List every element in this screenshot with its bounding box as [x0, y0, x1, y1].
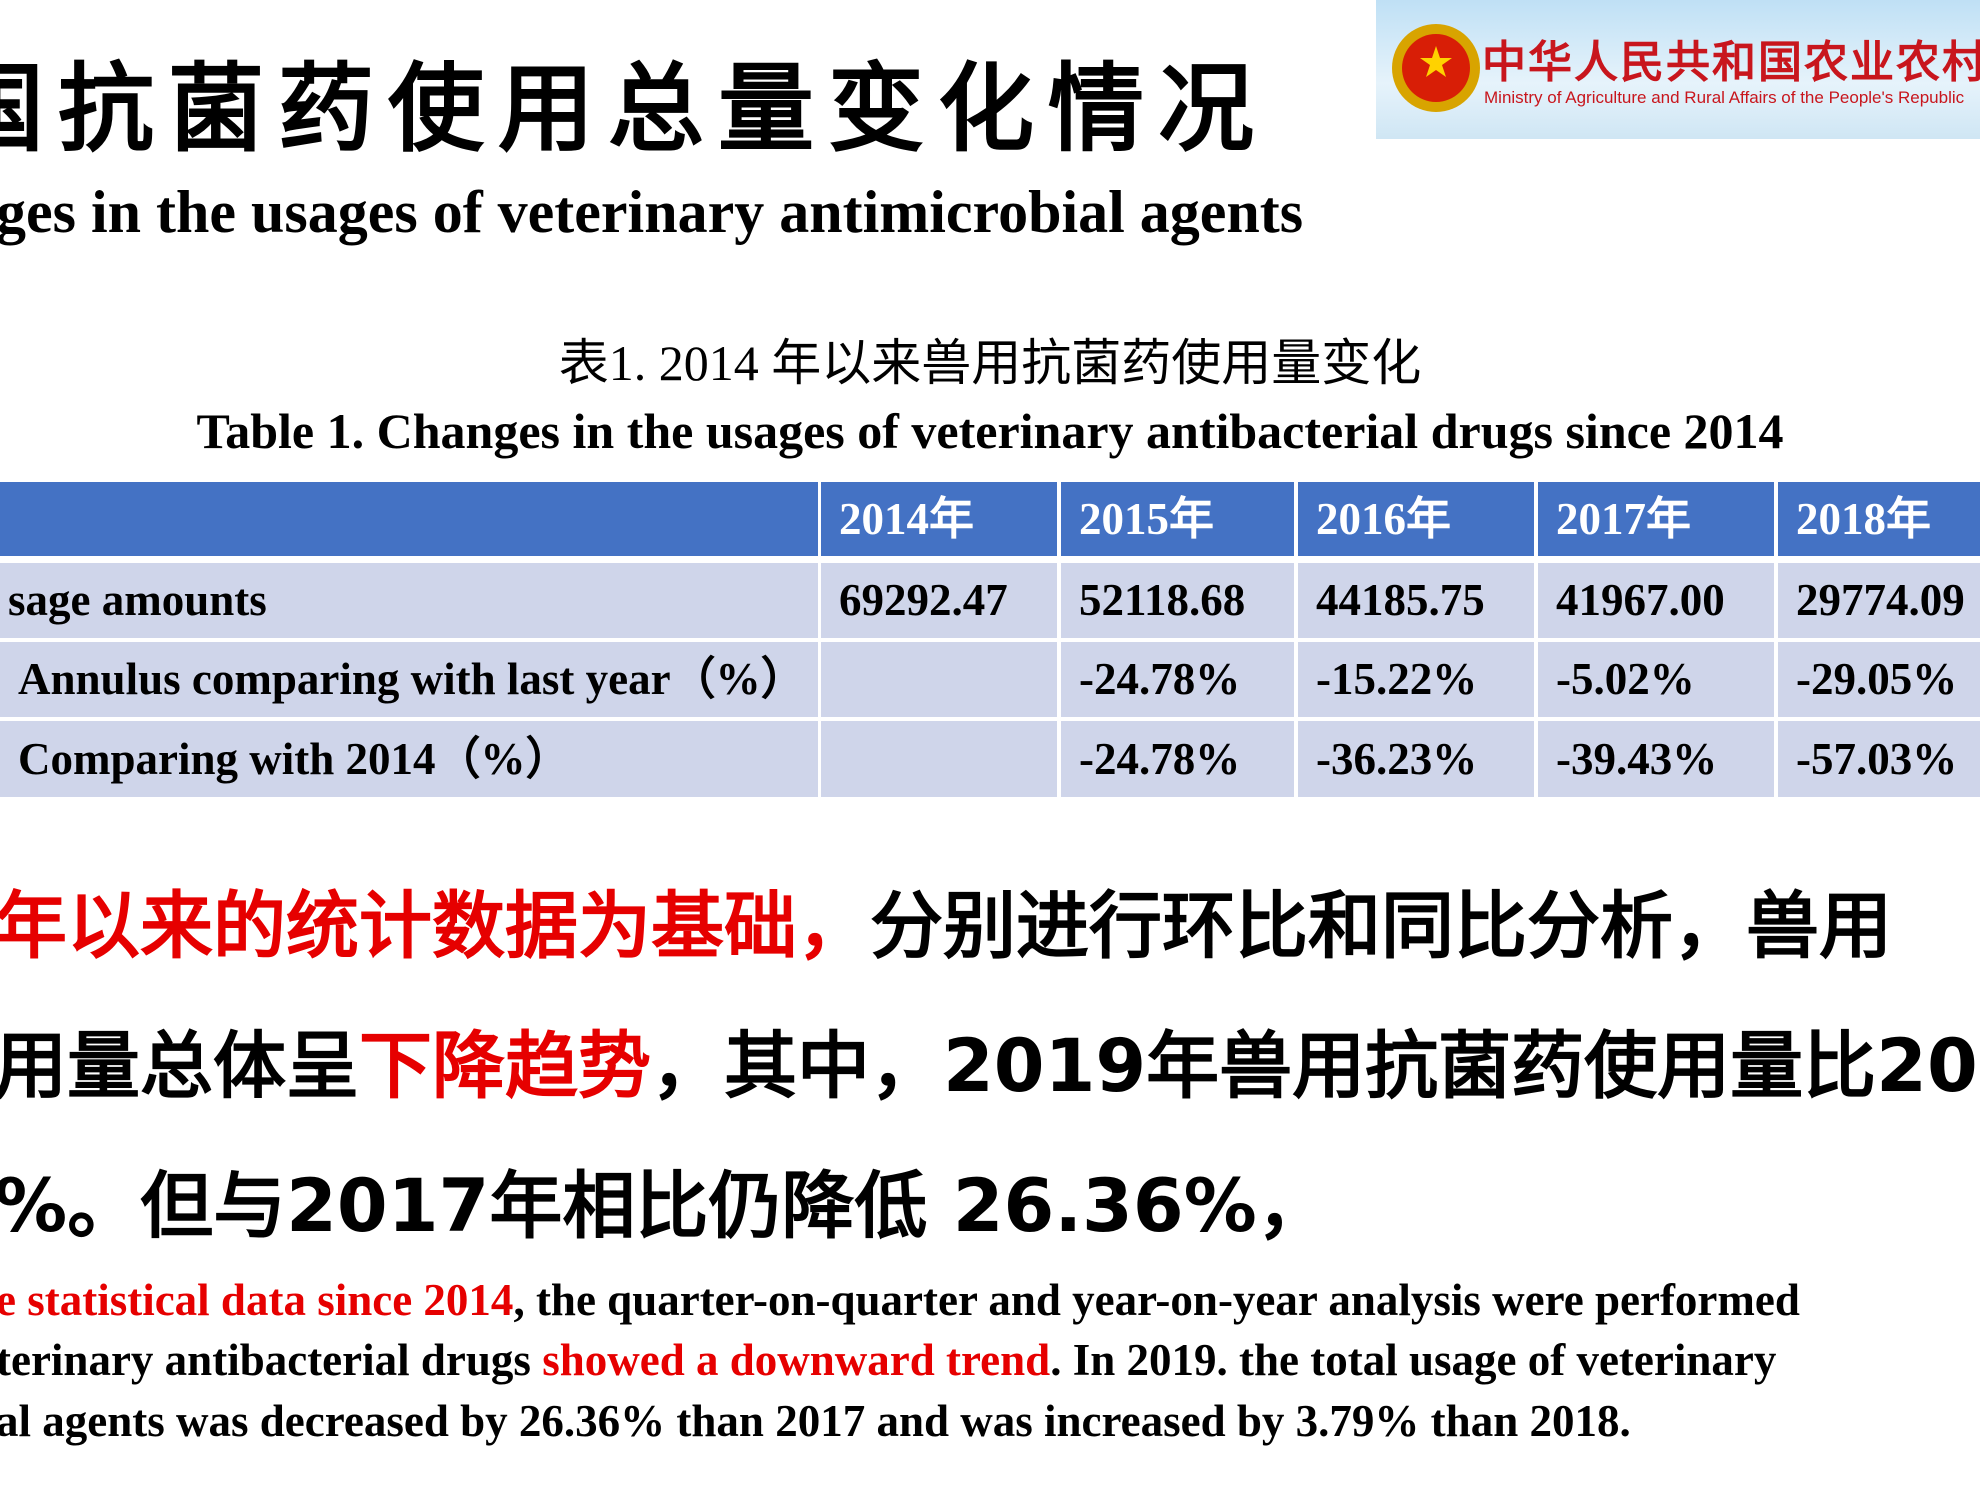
table-cell: -5.02% — [1538, 642, 1774, 717]
text-line: e statistical data since 2014, the quart… — [0, 1278, 1800, 1323]
text-span: 用量总体呈 — [0, 1024, 359, 1109]
subtitle: ges in the usages of veterinary antimicr… — [0, 179, 1304, 245]
text-span: %。但与2017年相比仍降低 26.36%， — [0, 1164, 1330, 1249]
text-span: ，其中，2019年兽用抗菌药使用量比20 — [651, 1024, 1978, 1109]
text-span: , the quarter-on-quarter and year-on-yea… — [513, 1275, 1800, 1325]
logo-name: 中华人民共和国农业农村 — [1482, 37, 1980, 88]
text-span: showed a downward trend — [542, 1335, 1051, 1385]
table-cell: -57.03% — [1778, 721, 1980, 797]
table-cell — [821, 642, 1057, 717]
text-span: 分别进行环比和同比分析，兽用 — [870, 884, 1892, 969]
text-span: al agents was decreased by 26.36% than 2… — [0, 1396, 1631, 1446]
title: 国抗菌药使用总量变化情况 — [0, 56, 1268, 163]
header-cell: 2017年 — [1538, 482, 1774, 556]
table-cell: Comparing with 2014（%） — [0, 721, 818, 797]
table-cell: -36.23% — [1298, 721, 1534, 797]
text-line: 用量总体呈下降趋势，其中，2019年兽用抗菌药使用量比20 — [0, 1030, 1978, 1103]
table-cell: -24.78% — [1061, 642, 1294, 717]
text-span: terinary antibacterial drugs — [0, 1335, 543, 1385]
text-span: e statistical data since 2014 — [0, 1275, 514, 1325]
text-line: terinary antibacterial drugs showed a do… — [0, 1338, 1776, 1383]
table-caption: 表1. 2014 年以来兽用抗菌药使用量变化 — [558, 335, 1422, 391]
header-cell: 2016年 — [1298, 482, 1534, 556]
text-span: 年以来的统计数据为基础， — [0, 884, 870, 969]
table-cell — [821, 721, 1057, 797]
emblem — [1392, 24, 1480, 112]
header-cell — [0, 482, 818, 556]
header-cell: 2015年 — [1061, 482, 1294, 556]
table-cell: 41967.00 — [1538, 563, 1774, 638]
text-span: . In 2019. the total usage of veterinary — [1050, 1335, 1777, 1385]
text-span: 下降趋势 — [359, 1024, 651, 1109]
table-cell: sage amounts — [0, 563, 818, 638]
table-caption-en: Table 1. Changes in the usages of veteri… — [196, 403, 1784, 459]
table-cell: -24.78% — [1061, 721, 1294, 797]
header-cell: 2018年 — [1778, 482, 1980, 556]
header-cell: 2014年 — [821, 482, 1057, 556]
table-cell: -15.22% — [1298, 642, 1534, 717]
table-cell: 44185.75 — [1298, 563, 1534, 638]
logo: 中华人民共和国农业农村 Ministry of Agriculture and … — [1376, 0, 1980, 139]
table-cell: 52118.68 — [1061, 563, 1294, 638]
table-cell: -29.05% — [1778, 642, 1980, 717]
text-line: %。但与2017年相比仍降低 26.36%， — [0, 1170, 1330, 1243]
table-cell: -39.43% — [1538, 721, 1774, 797]
table-cell: Annulus comparing with last year（%） — [0, 642, 818, 717]
text-line: al agents was decreased by 26.36% than 2… — [0, 1399, 1631, 1444]
table-cell: 29774.09 — [1778, 563, 1980, 638]
table-cell: 69292.47 — [821, 563, 1057, 638]
text-line: 年以来的统计数据为基础，分别进行环比和同比分析，兽用 — [0, 890, 1892, 963]
logo-subname: Ministry of Agriculture and Rural Affair… — [1484, 88, 1965, 107]
